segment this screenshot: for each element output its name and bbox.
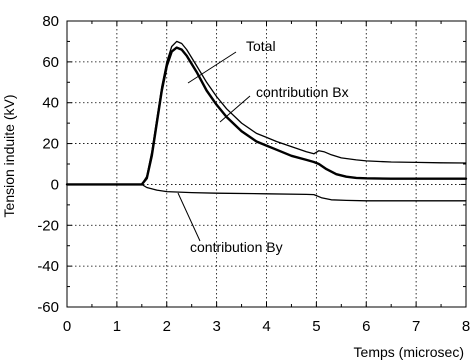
series-line-3 bbox=[66, 183, 467, 202]
y-tick-label: -60 bbox=[37, 299, 59, 316]
series-layer bbox=[65, 40, 468, 202]
annotation-contribution-bx: contribution Bx bbox=[256, 84, 349, 100]
x-tick-label: 8 bbox=[462, 318, 470, 335]
y-tick-label: -40 bbox=[37, 258, 59, 275]
x-tick-label: 6 bbox=[362, 318, 370, 335]
series-line-2 bbox=[65, 46, 468, 186]
annotation-contribution-by: contribution By bbox=[190, 239, 283, 255]
grid bbox=[67, 21, 466, 307]
x-tick-label: 3 bbox=[212, 318, 220, 335]
x-tick-label: 2 bbox=[163, 318, 171, 335]
annotation-by-leader bbox=[177, 192, 201, 242]
y-tick-label: 0 bbox=[51, 176, 59, 193]
y-tick-label: 40 bbox=[42, 95, 59, 112]
y-tick-label: -20 bbox=[37, 217, 59, 234]
x-tick-label: 7 bbox=[412, 318, 420, 335]
y-tick-label: 20 bbox=[42, 136, 59, 153]
series-line-1 bbox=[66, 40, 467, 186]
tick-labels: 0 1 2 3 4 5 6 7 8 -60 -40 -20 0 20 40 60 80 bbox=[37, 13, 470, 335]
x-axis-label: Temps (microsec) bbox=[354, 344, 464, 360]
x-tick-label: 0 bbox=[63, 318, 71, 335]
annotations: Total contribution Bx contribution By bbox=[177, 38, 349, 255]
annotation-total-leader bbox=[187, 51, 237, 84]
annotation-bx-leader bbox=[219, 95, 251, 123]
ticks bbox=[66, 20, 467, 308]
y-tick-label: 80 bbox=[42, 13, 59, 30]
x-tick-label: 5 bbox=[312, 318, 320, 335]
plot-frame bbox=[66, 20, 467, 308]
y-axis-label: Tension induite (kV) bbox=[1, 95, 17, 218]
x-tick-label: 1 bbox=[113, 318, 121, 335]
annotation-total: Total bbox=[246, 38, 276, 54]
x-tick-label: 4 bbox=[262, 318, 270, 335]
y-tick-label: 60 bbox=[42, 54, 59, 71]
